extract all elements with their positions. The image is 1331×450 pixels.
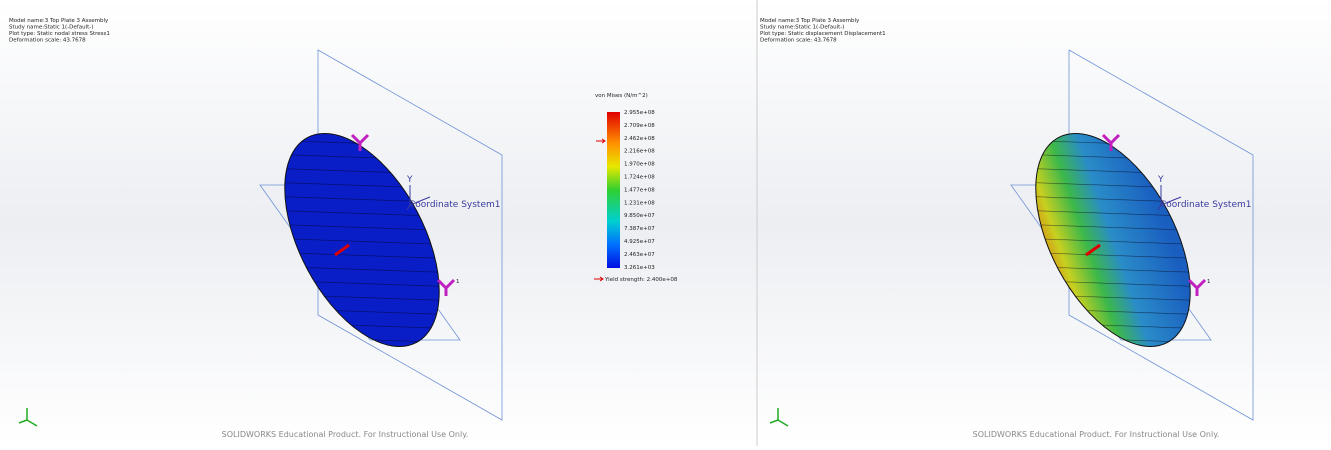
info-line: Deformation scale: 43.7678 [760, 38, 837, 44]
legend-label: 1.724e+08 [624, 175, 655, 181]
info-line: Plot type: Static displacement Displacem… [760, 31, 886, 37]
fixture-label: 1 [456, 279, 460, 285]
axis-label: Y [1157, 175, 1164, 185]
legend-label: 1.231e+08 [624, 200, 655, 206]
legend-label: 2.462e+08 [624, 136, 655, 142]
coordinate-system: Coordinate System1 [1160, 200, 1252, 210]
legend-label: 2.216e+08 [624, 149, 655, 155]
legend-label: 1.970e+08 [624, 162, 655, 168]
info-line: Model name:3 Top Plate 3 Assembly [9, 18, 109, 24]
legend-label: 1.477e+08 [624, 187, 655, 193]
info-line: Model name:3 Top Plate 3 Assembly [760, 18, 860, 24]
legend-label: 2.709e+08 [624, 123, 655, 129]
screen: Model name:3 Top Plate 3 AssemblyStudy n… [0, 0, 1331, 446]
legend-label: 2.955e+08 [624, 110, 655, 116]
axis-label: Y [406, 175, 413, 185]
coordinate-system: Coordinate System1 [409, 200, 501, 210]
watermark: SOLIDWORKS Educational Product. For Inst… [973, 430, 1220, 439]
info-line: Study name:Static 1(-Default-) [760, 25, 844, 31]
page: Model name:3 Top Plate 3 AssemblyStudy n… [0, 0, 1331, 450]
legend-label: 9.850e+07 [624, 213, 655, 219]
legend-label: 4.925e+07 [624, 239, 655, 245]
info-line: Study name:Static 1(-Default-) [9, 25, 93, 31]
info-line: Plot type: Static nodal stress Stress1 [9, 31, 110, 37]
legend-label: 7.387e+07 [624, 226, 655, 232]
legend-label: 2.463e+07 [624, 252, 655, 258]
watermark: SOLIDWORKS Educational Product. For Inst… [222, 430, 469, 439]
fixture-label: 1 [1207, 279, 1211, 285]
legend-title: von Mises (N/m^2) [595, 93, 648, 99]
legend-label: 3.261e+03 [624, 265, 655, 271]
info-line: Deformation scale: 43.7678 [9, 38, 86, 44]
color-bar [607, 112, 620, 268]
yield-label: Yield strength: 2.400e+08 [604, 277, 678, 283]
